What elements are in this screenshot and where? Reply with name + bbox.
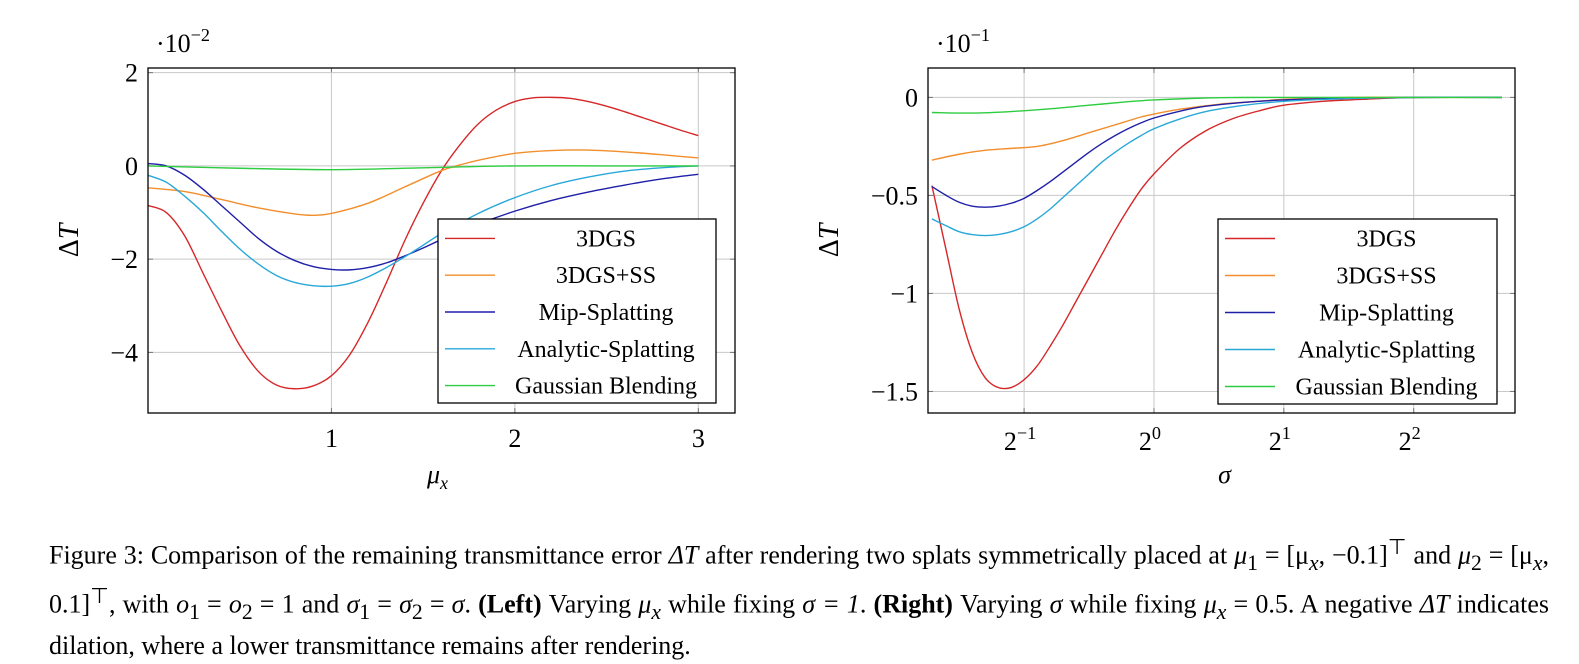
caption-math: σ xyxy=(451,589,465,619)
caption-math: 1 xyxy=(189,599,200,624)
caption-math: 1 xyxy=(1247,550,1258,575)
caption-text: Varying xyxy=(952,589,1050,619)
caption-text: Varying xyxy=(541,589,639,619)
caption-text: = xyxy=(1257,540,1287,570)
left-y-tick-label: 2 xyxy=(125,59,138,88)
left-y-tick-label: −4 xyxy=(110,338,138,367)
caption-math: ⊤ xyxy=(1387,535,1407,559)
left-series-mip-splatting xyxy=(148,162,699,271)
caption-text: . xyxy=(464,589,479,619)
right-y-tick-label: 0 xyxy=(905,83,918,112)
caption-math: o xyxy=(176,589,190,619)
caption-text: . xyxy=(859,589,874,619)
right-legend-label: 3DGS xyxy=(1356,227,1416,253)
right-x-tick-label: 22 xyxy=(1399,423,1421,456)
caption-math: σ xyxy=(1049,589,1063,619)
caption-text: = xyxy=(1481,540,1511,570)
figure-caption: Figure 3: Comparison of the remaining tr… xyxy=(49,531,1549,662)
caption-math: [μ xyxy=(1286,540,1309,570)
left-y-scale-note: ·10−2 xyxy=(156,25,210,58)
left-y-axis-label: ΔT xyxy=(54,221,85,257)
left-y-tick-label: −2 xyxy=(110,245,138,274)
caption-text: = xyxy=(370,589,400,619)
left-legend-label: 3DGS+SS xyxy=(556,263,656,289)
right-x-tick-label: 2−1 xyxy=(1004,423,1036,456)
right-y-tick-label: −0.5 xyxy=(871,181,918,210)
caption-math: μ xyxy=(1203,589,1217,619)
left-plot-frame xyxy=(147,67,736,414)
caption-math: σ = 1 xyxy=(802,589,860,619)
caption-text: Figure 3: Comparison of the remaining tr… xyxy=(49,540,669,570)
right-series-3dgs xyxy=(931,96,1503,390)
left-x-tick-label: 2 xyxy=(508,424,521,453)
right-series-gaussian-blending xyxy=(931,96,1503,114)
caption-text: while fixing xyxy=(660,589,803,619)
caption-math: , 0.1] xyxy=(49,540,1549,619)
caption-math: = 0.5 xyxy=(1226,589,1288,619)
caption-math: x xyxy=(1532,550,1543,575)
caption-text: = xyxy=(422,589,452,619)
left-series-3dgs xyxy=(148,96,699,390)
right-series-analytic-splatting xyxy=(931,96,1503,237)
caption-math: x xyxy=(1216,599,1227,624)
left-legend-label: Analytic-Splatting xyxy=(517,337,694,363)
right-legend-box xyxy=(1217,218,1498,405)
right-x-axis-label: σ xyxy=(1218,460,1232,489)
left-series-analytic-splatting xyxy=(148,165,699,288)
caption-math: 2 xyxy=(241,599,253,624)
caption-math: x xyxy=(651,599,661,624)
left-series-3dgs-ss xyxy=(148,149,699,217)
right-series-3dgs-ss xyxy=(931,96,1503,161)
left-x-axis-label: μx xyxy=(426,460,448,493)
caption-math: [μ xyxy=(1510,540,1533,570)
left-y-tick-label: 0 xyxy=(125,152,138,181)
right-y-scale-note: ·10−1 xyxy=(936,25,990,58)
left-series-gaussian-blending xyxy=(148,165,699,171)
caption-math: 1 xyxy=(281,589,295,619)
caption-math: o xyxy=(228,589,242,619)
right-y-axis-label: ΔT xyxy=(814,221,845,257)
caption-math: , −0.1] xyxy=(1318,540,1388,570)
right-y-tick-label: −1.5 xyxy=(871,377,918,406)
right-legend-label: Gaussian Blending xyxy=(1296,375,1478,401)
right-series-mip-splatting xyxy=(931,96,1503,208)
right-x-tick-label: 21 xyxy=(1269,423,1291,456)
left-legend-label: 3DGS xyxy=(576,226,636,252)
caption-text: and xyxy=(294,589,347,619)
left-x-tick-label: 1 xyxy=(325,424,338,453)
left-legend-label: Gaussian Blending xyxy=(515,374,697,400)
caption-text: while fixing xyxy=(1062,589,1204,619)
caption-math: ΔT xyxy=(1419,589,1450,619)
caption-math: 2 xyxy=(1471,550,1482,575)
caption-math: μ xyxy=(1234,540,1248,570)
caption-math: σ xyxy=(346,589,360,619)
caption-math: σ xyxy=(399,589,412,619)
right-legend-label: 3DGS+SS xyxy=(1336,264,1436,290)
caption-math: ΔT xyxy=(668,540,699,570)
right-plot-frame xyxy=(927,67,1516,414)
right-legend-label: Analytic-Splatting xyxy=(1298,338,1475,364)
caption-math: x xyxy=(1308,550,1319,575)
caption-text: indicates dilation, where a lower transm… xyxy=(49,589,1550,660)
caption-math: 2 xyxy=(411,599,423,624)
caption-math: ⊤ xyxy=(90,583,110,608)
right-x-tick-label: 20 xyxy=(1139,423,1161,456)
caption-text: after rendering two splats symmetrically… xyxy=(698,540,1235,570)
left-legend-box xyxy=(437,218,717,404)
left-x-tick-label: 3 xyxy=(692,424,705,453)
right-y-tick-label: −1 xyxy=(890,279,918,308)
caption-bold-right: (Right) xyxy=(873,589,953,619)
caption-math: 1 xyxy=(359,599,371,624)
caption-text: . A negative xyxy=(1287,589,1420,619)
caption-text: , with xyxy=(109,589,177,619)
caption-math: μ xyxy=(638,589,652,619)
caption-math: μ xyxy=(1457,540,1472,570)
right-legend-label: Mip-Splatting xyxy=(1319,301,1454,327)
left-legend-label: Mip-Splatting xyxy=(539,300,674,326)
caption-text: = xyxy=(199,589,229,619)
caption-bold-left: (Left) xyxy=(478,589,542,619)
caption-text: = xyxy=(252,589,282,619)
caption-text: and xyxy=(1406,540,1458,570)
